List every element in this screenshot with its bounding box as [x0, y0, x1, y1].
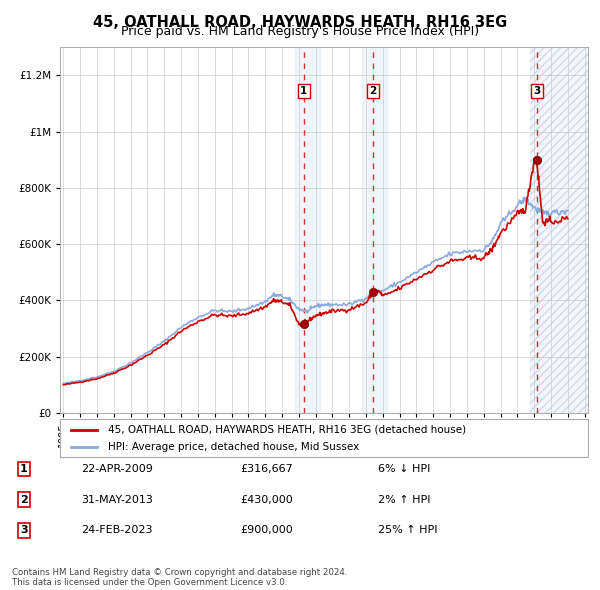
Text: 24-FEB-2023: 24-FEB-2023	[81, 526, 152, 535]
Text: 2% ↑ HPI: 2% ↑ HPI	[378, 495, 431, 504]
Text: 22-APR-2009: 22-APR-2009	[81, 464, 153, 474]
Text: Contains HM Land Registry data © Crown copyright and database right 2024.
This d: Contains HM Land Registry data © Crown c…	[12, 568, 347, 587]
FancyBboxPatch shape	[60, 419, 588, 457]
Bar	[362, 47, 387, 413]
Text: 3: 3	[20, 526, 28, 535]
Text: £900,000: £900,000	[240, 526, 293, 535]
Bar	[530, 47, 588, 413]
Text: 31-MAY-2013: 31-MAY-2013	[81, 495, 153, 504]
Text: 1: 1	[300, 86, 307, 96]
Text: £430,000: £430,000	[240, 495, 293, 504]
Text: Price paid vs. HM Land Registry's House Price Index (HPI): Price paid vs. HM Land Registry's House …	[121, 25, 479, 38]
Text: 3: 3	[533, 86, 541, 96]
Text: HPI: Average price, detached house, Mid Sussex: HPI: Average price, detached house, Mid …	[107, 441, 359, 451]
Text: 2: 2	[370, 86, 377, 96]
Text: 45, OATHALL ROAD, HAYWARDS HEATH, RH16 3EG: 45, OATHALL ROAD, HAYWARDS HEATH, RH16 3…	[93, 15, 507, 30]
Text: 6% ↓ HPI: 6% ↓ HPI	[378, 464, 430, 474]
Bar	[530, 47, 588, 413]
Text: 45, OATHALL ROAD, HAYWARDS HEATH, RH16 3EG (detached house): 45, OATHALL ROAD, HAYWARDS HEATH, RH16 3…	[107, 425, 466, 435]
Text: 25% ↑ HPI: 25% ↑ HPI	[378, 526, 437, 535]
Bar	[295, 47, 320, 413]
Text: 1: 1	[20, 464, 28, 474]
Text: 2: 2	[20, 495, 28, 504]
Text: £316,667: £316,667	[240, 464, 293, 474]
